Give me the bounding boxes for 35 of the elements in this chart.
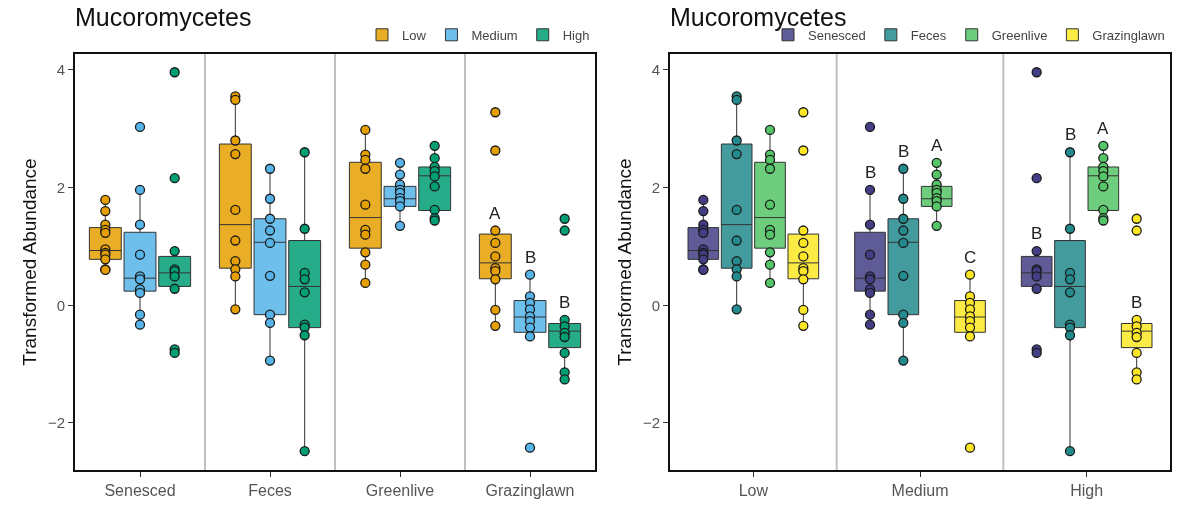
legend-label: Grazinglawn: [1092, 27, 1165, 43]
annotation: B: [559, 293, 571, 312]
y-tick-label: −2: [47, 414, 65, 432]
legend-label: Feces: [910, 27, 947, 43]
x-tick-label: Medium: [891, 482, 949, 500]
x-tick-label: Senesced: [104, 482, 176, 500]
y-axis-title: Transformed Abundance: [614, 158, 636, 366]
annotation: A: [1097, 119, 1109, 138]
x-tick-label: High: [1070, 482, 1104, 500]
chart-title: Mucoromycetes: [75, 2, 252, 31]
x-tick-label: Greenlive: [365, 482, 435, 500]
annotation: B: [1131, 293, 1143, 312]
y-tick-label: 0: [651, 296, 660, 314]
annotation: A: [489, 204, 501, 223]
annotation: B: [525, 248, 537, 267]
y-axis-title: Transformed Abundance: [19, 158, 41, 366]
annotation: B: [865, 163, 877, 182]
annotation: B: [1031, 224, 1043, 243]
y-tick-label: 2: [651, 178, 660, 196]
y-tick-label: 4: [651, 61, 660, 79]
y-tick-label: 0: [56, 296, 65, 314]
x-tick-label: Low: [738, 482, 769, 500]
y-tick-label: −2: [642, 414, 660, 432]
legend-label: Medium: [471, 27, 518, 43]
y-tick-label: 2: [56, 178, 65, 196]
x-tick-label: Feces: [248, 482, 292, 500]
y-tick-label: 4: [56, 61, 65, 79]
annotation: B: [898, 142, 910, 161]
annotation: B: [1065, 125, 1077, 144]
legend-label: Low: [402, 27, 427, 43]
annotation: A: [931, 136, 943, 155]
annotation: C: [964, 248, 977, 267]
legend-label: Greenlive: [991, 27, 1048, 43]
x-tick-label: Grazinglawn: [485, 482, 575, 500]
legend-label: High: [562, 27, 590, 43]
